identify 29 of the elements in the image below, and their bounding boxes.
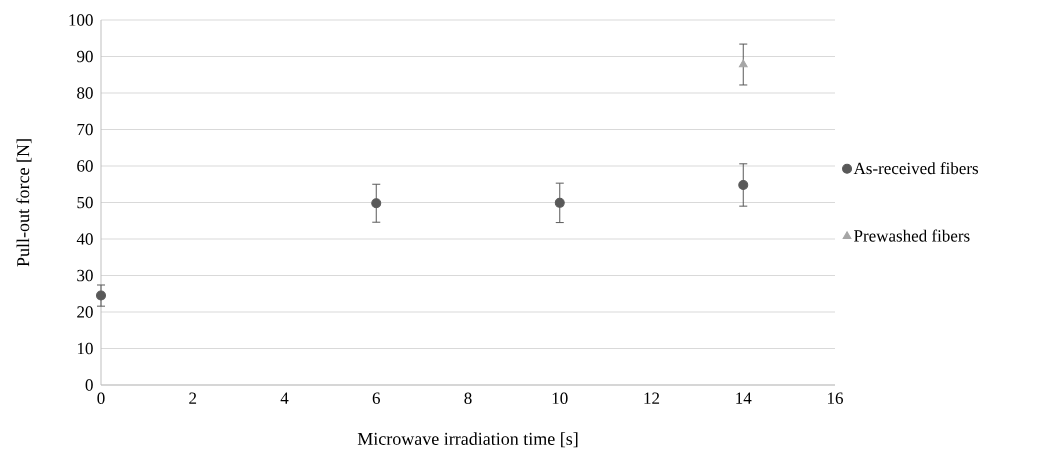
y-tick-label: 20 xyxy=(77,306,93,318)
x-tick-label: 6 xyxy=(372,392,380,404)
y-tick-label: 0 xyxy=(85,379,93,391)
point xyxy=(554,197,565,208)
x-tick-label: 0 xyxy=(97,392,105,405)
y-tick-label: 50 xyxy=(77,196,93,209)
x-tick-label: 4 xyxy=(280,392,289,404)
y-tick-label: 80 xyxy=(77,87,93,99)
point xyxy=(738,179,749,190)
x-tick-label: 2 xyxy=(189,392,197,404)
y-tick-label: 90 xyxy=(77,50,93,63)
y-axis-title: Pull-out force [N] xyxy=(16,139,32,267)
legend-label: As-received fibers xyxy=(853,162,979,175)
point xyxy=(738,59,748,68)
y-tick-label: 30 xyxy=(77,269,93,282)
point xyxy=(96,290,106,301)
y-tick-label: 40 xyxy=(76,233,93,245)
x-axis-title: Microwave irradiation time [s] xyxy=(357,432,578,448)
x-tick-label: 16 xyxy=(828,392,844,404)
x-tick-label: 12 xyxy=(644,392,660,404)
y-tick-label: 60 xyxy=(77,160,93,172)
y-tick-label: 70 xyxy=(77,123,93,136)
x-tick-label: 8 xyxy=(464,392,472,405)
point xyxy=(371,198,382,209)
x-tick-label: 10 xyxy=(552,392,568,405)
legend-label: Prewashed fibers xyxy=(854,229,970,242)
y-tick-label: 100 xyxy=(69,14,93,26)
x-tick-label: 14 xyxy=(736,392,752,404)
y-tick-label: 10 xyxy=(77,342,93,355)
